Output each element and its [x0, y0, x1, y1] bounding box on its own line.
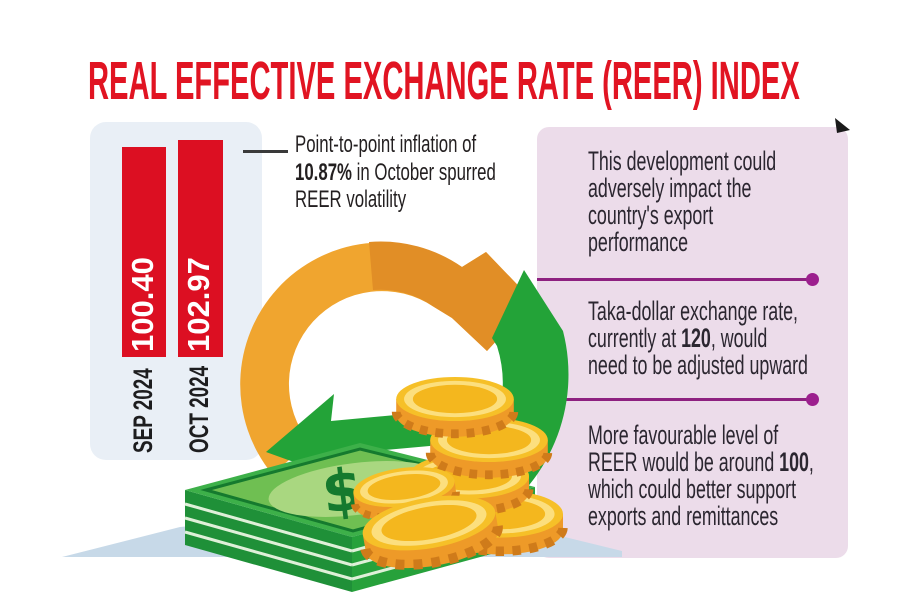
- note-line: country's export: [588, 200, 714, 230]
- note-line: adversely impact the: [588, 173, 752, 203]
- divider-dot: [806, 393, 819, 406]
- circular-arrow-icon: [240, 242, 534, 474]
- circular-arrow-dark-segment: [369, 241, 533, 351]
- bar-label-sep: SEP 2024: [128, 368, 158, 453]
- note-line: exports and remittances: [588, 501, 779, 531]
- note-line: REER would be around 100,: [588, 447, 814, 477]
- note-line: This development could: [588, 146, 777, 176]
- note-block-favourable-level: More favourable level of REER would be a…: [588, 422, 816, 530]
- notes-panel: [537, 127, 848, 558]
- banknotes-icon: $: [184, 443, 536, 592]
- note-line: More favourable level of: [588, 420, 779, 450]
- note-line: need to be adjusted upward: [588, 350, 808, 380]
- note-block-export-impact: This development could adversely impact …: [588, 148, 816, 256]
- coins-icon: [351, 377, 563, 577]
- note-line: currently at 120, would: [588, 323, 768, 353]
- annotation-connector-line: [243, 150, 288, 153]
- bar-sep-2024: [122, 147, 166, 357]
- bar-value-sep: 100.40: [125, 257, 160, 352]
- note-line: which could better support: [588, 474, 797, 504]
- note-line: Taka-dollar exchange rate,: [588, 296, 799, 326]
- bar-label-oct: OCT 2024: [184, 365, 214, 453]
- green-arrow-icon: [266, 394, 474, 470]
- note-line: performance: [588, 227, 689, 257]
- dollar-sign: $: [318, 454, 366, 526]
- bar-oct-2024: [178, 140, 223, 357]
- annotation-line: REER volatility: [295, 186, 407, 213]
- panel-divider: [537, 393, 819, 406]
- panel-divider: [537, 273, 819, 286]
- annotation: Point-to-point inflation of 10.87% in Oc…: [295, 131, 526, 214]
- annotation-line: Point-to-point inflation of: [295, 131, 477, 158]
- divider-dot: [806, 273, 819, 286]
- note-block-exchange-rate: Taka-dollar exchange rate, currently at …: [588, 298, 816, 379]
- bar-chart-card: [90, 122, 262, 460]
- page-title: REAL EFFECTIVE EXCHANGE RATE (REER) INDE…: [88, 51, 800, 111]
- bar-value-oct: 102.97: [181, 257, 216, 352]
- annotation-line: 10.87% in October spurred: [295, 158, 496, 186]
